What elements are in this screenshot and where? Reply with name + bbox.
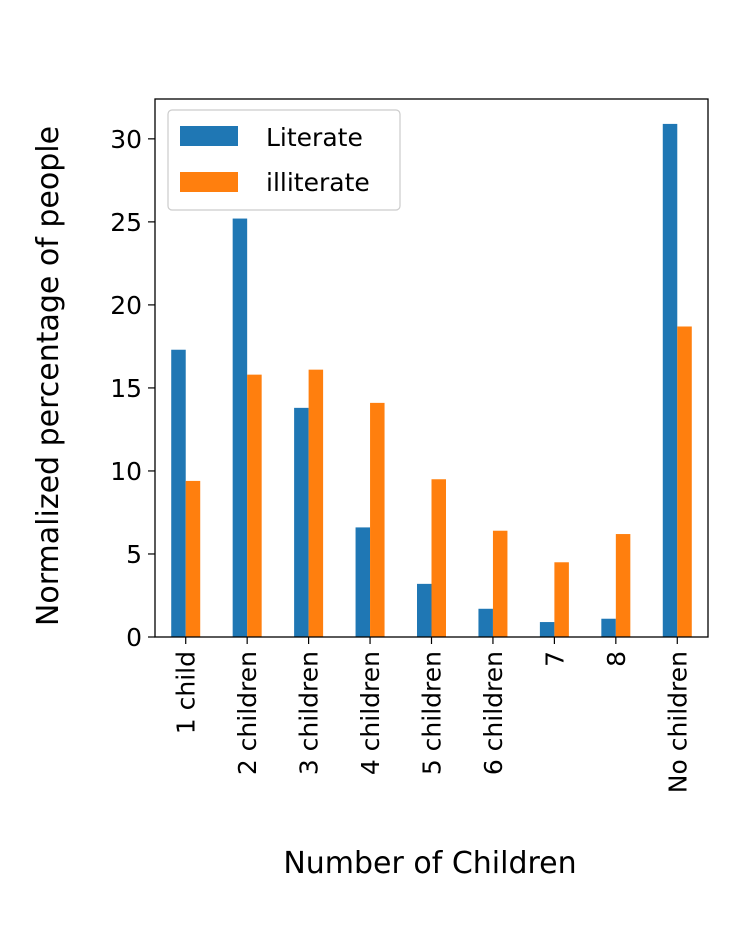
y-axis-label: Normalized percentage of people	[31, 126, 66, 626]
x-tick-label-7: 8	[602, 651, 631, 667]
bar-illiterate-5	[492, 530, 508, 637]
bar-illiterate-2	[308, 369, 324, 637]
x-tick-label-8: No children	[663, 651, 692, 793]
legend-label-literate: Literate	[266, 123, 363, 152]
x-tick-label-1: 2 children	[233, 651, 262, 775]
bar-illiterate-7	[615, 534, 631, 637]
bar-illiterate-8	[677, 326, 692, 637]
y-tick-label-3: 15	[110, 374, 142, 403]
legend-swatch-literate	[180, 126, 238, 146]
bar-illiterate-1	[247, 374, 262, 637]
bars-layer	[171, 123, 692, 638]
bar-literate-0	[171, 349, 186, 637]
plot-frame	[154, 98, 709, 638]
x-axis-ticks: 1 child 2 children 3 children 4 children 5 c…	[172, 637, 692, 793]
x-tick-label-3: 4 children	[356, 651, 385, 775]
x-tick-label-2: 3 children	[295, 651, 324, 775]
y-tick-label-4: 20	[110, 291, 142, 320]
x-tick-label-6: 7	[540, 651, 569, 667]
bar-literate-7	[601, 618, 616, 637]
bar-literate-4	[417, 583, 432, 637]
y-tick-label-1: 5	[126, 540, 142, 569]
bar-literate-6	[539, 622, 555, 637]
x-tick-label-4: 5 children	[418, 651, 447, 775]
legend-label-illiterate: illiterate	[266, 168, 370, 197]
bar-literate-2	[294, 407, 309, 637]
bar-illiterate-4	[431, 479, 446, 637]
bar-literate-8	[662, 123, 678, 637]
bar-literate-3	[355, 527, 371, 637]
x-tick-label-0: 1 child	[172, 651, 201, 734]
bar-literate-1	[232, 218, 248, 638]
y-tick-label-0: 0	[126, 623, 142, 652]
x-tick-label-5: 6 children	[479, 651, 508, 775]
y-tick-label-5: 25	[110, 208, 142, 237]
y-tick-label-6: 30	[110, 125, 142, 154]
bar-literate-5	[478, 608, 493, 637]
x-axis-label: Number of Children	[283, 846, 576, 881]
y-axis-ticks: 0 5 10 15 20 25 30	[110, 125, 155, 652]
legend-swatch-illiterate	[180, 172, 238, 192]
bar-illiterate-0	[185, 480, 201, 637]
bar-illiterate-3	[370, 402, 385, 637]
bar-illiterate-6	[554, 562, 569, 637]
y-tick-label-2: 10	[110, 457, 142, 486]
legend: Literate illiterate	[167, 109, 401, 211]
